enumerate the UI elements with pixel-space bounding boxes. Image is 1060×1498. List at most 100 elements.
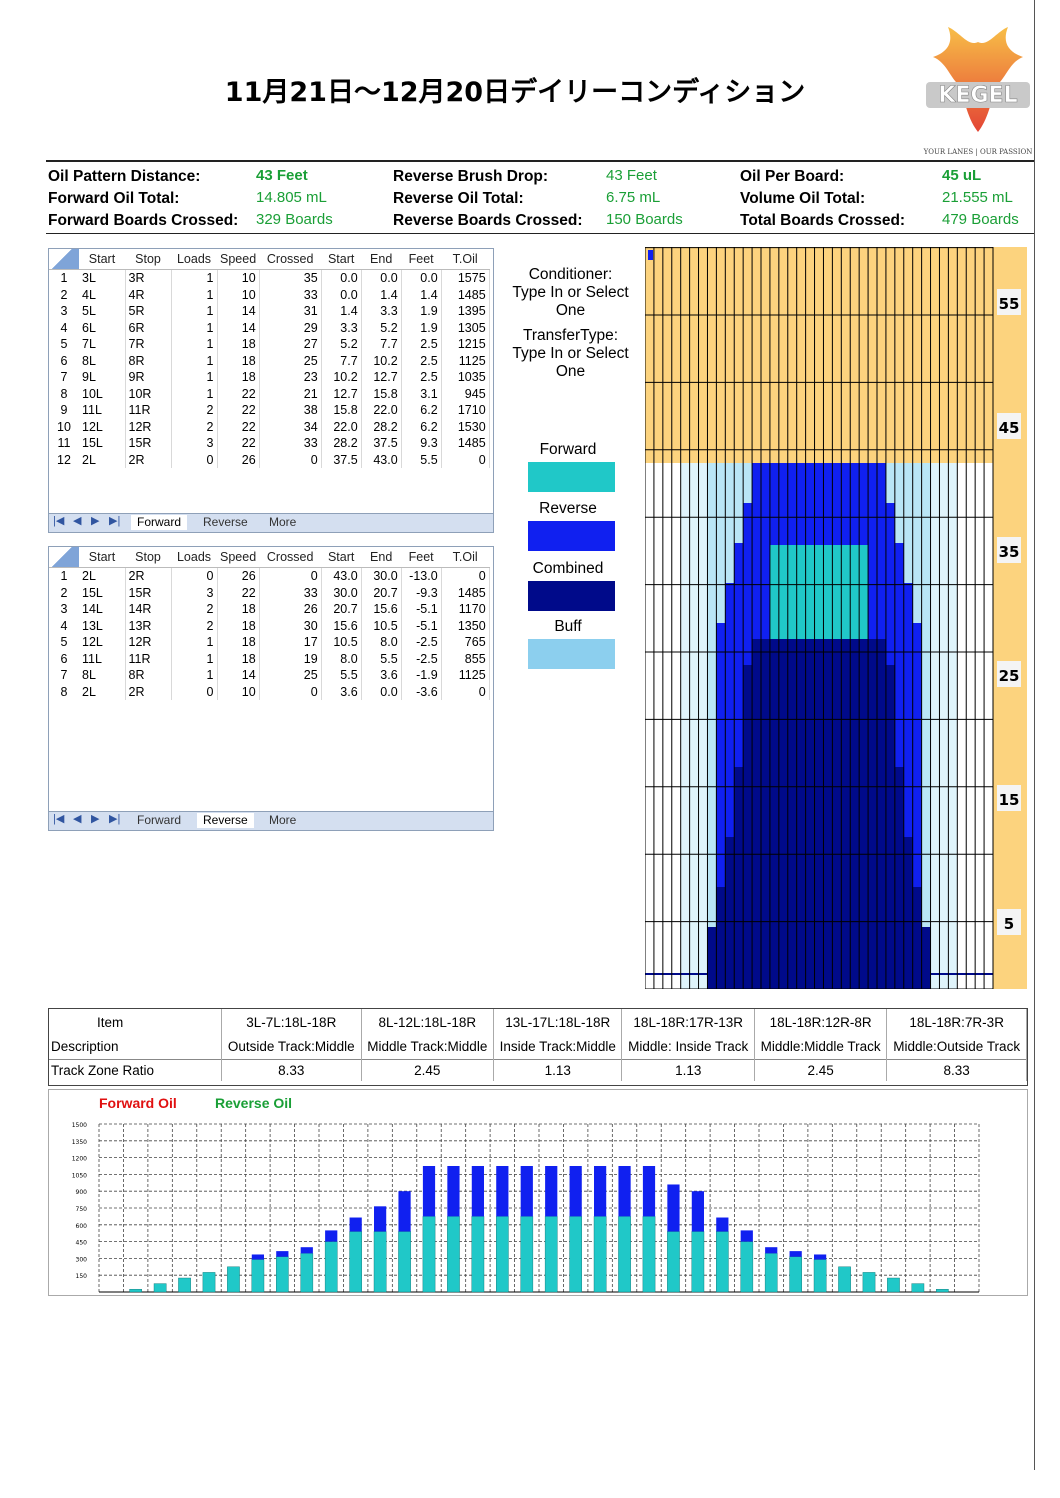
table-cell[interactable]: 11R bbox=[125, 650, 172, 667]
table-cell[interactable]: 3.6 bbox=[321, 683, 362, 700]
table-cell[interactable]: 22.0 bbox=[361, 402, 402, 419]
table-cell[interactable]: 2.5 bbox=[401, 352, 442, 369]
table-cell[interactable]: 1215 bbox=[441, 336, 490, 353]
table-cell[interactable]: 35 bbox=[259, 269, 322, 287]
sheet-next-icon[interactable]: ▶ bbox=[91, 515, 100, 527]
table-cell[interactable]: 5L bbox=[79, 303, 126, 320]
table-cell[interactable]: 29 bbox=[259, 319, 322, 336]
table-cell[interactable]: 1350 bbox=[441, 617, 490, 634]
sheet-last-icon[interactable]: ▶| bbox=[109, 515, 121, 527]
table-cell[interactable]: 30.0 bbox=[321, 584, 362, 601]
table-cell[interactable]: 1125 bbox=[441, 352, 490, 369]
table-cell[interactable]: 0.0 bbox=[361, 683, 402, 700]
table-cell[interactable]: 0 bbox=[441, 451, 490, 468]
table-cell[interactable]: 1 bbox=[171, 369, 218, 386]
table-cell[interactable]: 5R bbox=[125, 303, 172, 320]
table-cell[interactable]: 33 bbox=[259, 435, 322, 452]
table-cell[interactable]: 2 bbox=[171, 601, 218, 618]
table-cell[interactable]: 1125 bbox=[441, 667, 490, 684]
table-cell[interactable]: 5.5 bbox=[401, 451, 442, 468]
table-cell[interactable]: 1 bbox=[171, 269, 218, 287]
table-cell[interactable]: 0.0 bbox=[361, 269, 402, 287]
table-cell[interactable]: 11L bbox=[79, 402, 126, 419]
table-cell[interactable]: 13R bbox=[125, 617, 172, 634]
table-cell[interactable]: 18 bbox=[217, 601, 260, 618]
table-cell[interactable]: 2R bbox=[125, 683, 172, 700]
table-cell[interactable]: 1 bbox=[171, 385, 218, 402]
table-cell[interactable]: 15.8 bbox=[361, 385, 402, 402]
table-cell[interactable]: 30.0 bbox=[361, 567, 402, 585]
table-cell[interactable]: 1 bbox=[171, 303, 218, 320]
table-cell[interactable]: 1170 bbox=[441, 601, 490, 618]
sheet-prev-icon[interactable]: ◀ bbox=[73, 515, 82, 527]
table-cell[interactable]: 12L bbox=[79, 634, 126, 651]
table-cell[interactable]: 10.2 bbox=[361, 352, 402, 369]
table-cell[interactable]: 1035 bbox=[441, 369, 490, 386]
conditioner-hint[interactable]: Type In or Select One bbox=[512, 284, 629, 319]
table-cell[interactable]: 1 bbox=[171, 634, 218, 651]
tab-forward[interactable]: Forward bbox=[131, 515, 188, 530]
table-cell[interactable]: 15L bbox=[79, 435, 126, 452]
table-cell[interactable]: 5.2 bbox=[321, 336, 362, 353]
table-cell[interactable]: 38 bbox=[259, 402, 322, 419]
table-cell[interactable]: 21 bbox=[259, 385, 322, 402]
table-cell[interactable]: -1.9 bbox=[401, 667, 442, 684]
table-cell[interactable]: 18 bbox=[217, 352, 260, 369]
table-cell[interactable]: 2 bbox=[171, 402, 218, 419]
table-cell[interactable]: 18 bbox=[217, 369, 260, 386]
tab-forward[interactable]: Forward bbox=[137, 813, 182, 827]
table-cell[interactable]: 0 bbox=[259, 567, 322, 585]
table-cell[interactable]: 28.2 bbox=[361, 418, 402, 435]
table-cell[interactable]: 1485 bbox=[441, 435, 490, 452]
table-cell[interactable]: 1 bbox=[171, 352, 218, 369]
table-cell[interactable]: 1 bbox=[171, 286, 218, 303]
table-cell[interactable]: 2R bbox=[125, 451, 172, 468]
table-cell[interactable]: 12.7 bbox=[361, 369, 402, 386]
table-cell[interactable]: 31 bbox=[259, 303, 322, 320]
table-cell[interactable]: 10.5 bbox=[321, 634, 362, 651]
table-cell[interactable]: 3R bbox=[125, 269, 172, 287]
table-cell[interactable]: -2.5 bbox=[401, 634, 442, 651]
table-cell[interactable]: 18 bbox=[217, 617, 260, 634]
table-cell[interactable]: 14 bbox=[217, 667, 260, 684]
table-cell[interactable]: 8L bbox=[79, 352, 126, 369]
table-cell[interactable]: 22 bbox=[217, 584, 260, 601]
sheet-first-icon[interactable]: |◀ bbox=[53, 515, 65, 527]
table-cell[interactable]: 8R bbox=[125, 352, 172, 369]
table-cell[interactable]: 15.8 bbox=[321, 402, 362, 419]
table-cell[interactable]: -3.6 bbox=[401, 683, 442, 700]
table-cell[interactable]: 15R bbox=[125, 584, 172, 601]
table-cell[interactable]: 1.4 bbox=[321, 303, 362, 320]
table-cell[interactable]: 10 bbox=[217, 269, 260, 287]
table-cell[interactable]: 1710 bbox=[441, 402, 490, 419]
table-cell[interactable]: 2.5 bbox=[401, 336, 442, 353]
table-cell[interactable]: -13.0 bbox=[401, 567, 442, 585]
table-cell[interactable]: 22 bbox=[217, 418, 260, 435]
tab-reverse[interactable]: Reverse bbox=[197, 813, 254, 828]
table-cell[interactable]: 1.9 bbox=[401, 303, 442, 320]
table-cell[interactable]: 12L bbox=[79, 418, 126, 435]
tab-more[interactable]: More bbox=[269, 515, 297, 529]
table-cell[interactable]: 3.3 bbox=[321, 319, 362, 336]
table-cell[interactable]: 0 bbox=[259, 451, 322, 468]
table-cell[interactable]: 20.7 bbox=[361, 584, 402, 601]
table-cell[interactable]: 9.3 bbox=[401, 435, 442, 452]
table-cell[interactable]: 0.0 bbox=[321, 269, 362, 287]
table-cell[interactable]: 12.7 bbox=[321, 385, 362, 402]
table-cell[interactable]: 25 bbox=[259, 352, 322, 369]
table-cell[interactable]: 27 bbox=[259, 336, 322, 353]
table-cell[interactable]: 5.5 bbox=[361, 650, 402, 667]
table-cell[interactable]: 26 bbox=[217, 451, 260, 468]
table-cell[interactable]: 10 bbox=[217, 683, 260, 700]
table-cell[interactable]: 1395 bbox=[441, 303, 490, 320]
table-cell[interactable]: 22 bbox=[217, 385, 260, 402]
table-cell[interactable]: 10.5 bbox=[361, 617, 402, 634]
sheet-last-icon[interactable]: ▶| bbox=[109, 813, 121, 825]
table-cell[interactable]: 1.9 bbox=[401, 319, 442, 336]
table-cell[interactable]: 0 bbox=[171, 451, 218, 468]
table-cell[interactable]: 34 bbox=[259, 418, 322, 435]
table-cell[interactable]: 2 bbox=[171, 418, 218, 435]
table-cell[interactable]: 8R bbox=[125, 667, 172, 684]
table-cell[interactable]: 2.5 bbox=[401, 369, 442, 386]
table-cell[interactable]: -9.3 bbox=[401, 584, 442, 601]
